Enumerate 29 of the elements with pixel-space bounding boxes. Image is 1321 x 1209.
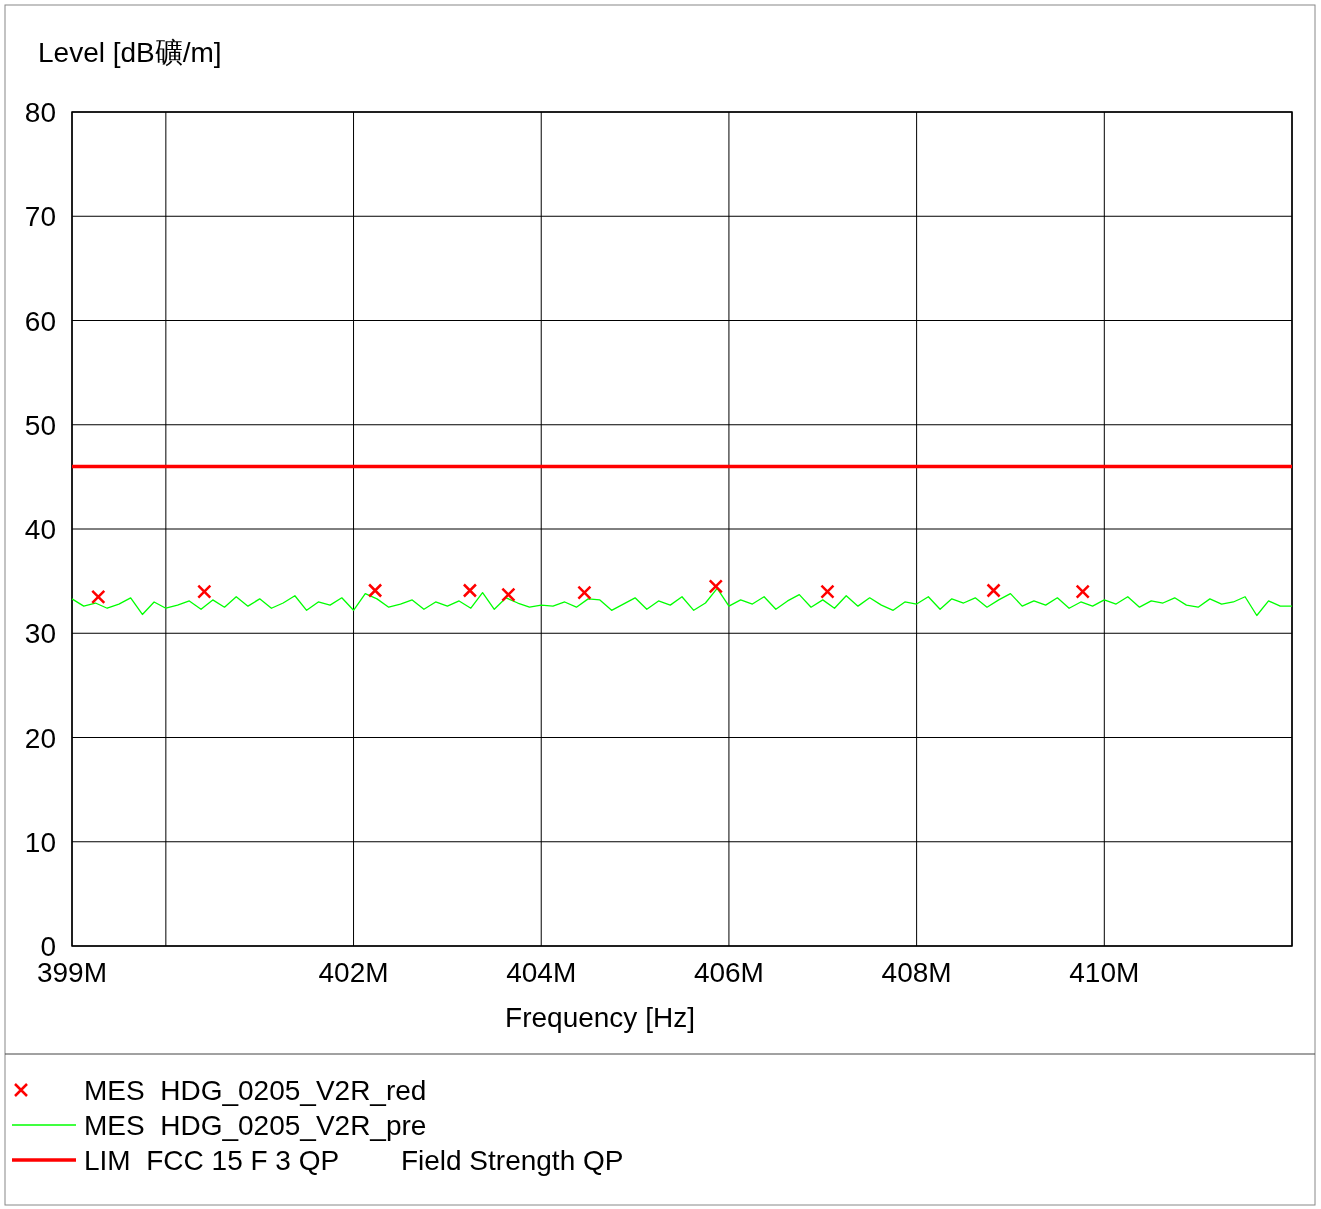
point: [577, 585, 592, 600]
y-tick-label: 40: [24, 514, 56, 545]
y-tick-label: 50: [24, 409, 56, 441]
point: [986, 583, 1001, 598]
point: [462, 583, 478, 598]
point: [91, 589, 106, 605]
point: [197, 584, 212, 599]
y-tick-label: 70: [24, 201, 56, 233]
point: [501, 587, 516, 602]
x-tick-label: 402M: [318, 957, 389, 988]
x-tick-label: 406M: [693, 957, 764, 988]
y-tick-label: 10: [24, 826, 56, 858]
y-tick-label: 80: [24, 97, 56, 128]
point: [1075, 584, 1090, 599]
x-tick-label: 404M: [506, 957, 577, 988]
y-tick-label: 20: [24, 722, 56, 754]
legend-label: LIM FCC 15 F 3 QP Field Strength QP: [84, 1145, 624, 1176]
point: [820, 584, 835, 599]
point: [367, 583, 383, 598]
x-axis-title: Frequency [Hz]: [505, 1002, 695, 1033]
x-tick-label: 410M: [1069, 957, 1140, 988]
y-tick-label: 60: [24, 305, 56, 337]
x-tick-label: 408M: [881, 957, 952, 988]
line-series: [71, 587, 1293, 617]
y-axis-title: Level [dB礦/m]: [38, 37, 222, 68]
y-tick-label: 30: [24, 618, 56, 650]
legend-label: MES HDG_0205_V2R_red: [84, 1075, 427, 1106]
legend-label: MES HDG_0205_V2R_pre: [84, 1110, 427, 1141]
point: [708, 579, 724, 594]
